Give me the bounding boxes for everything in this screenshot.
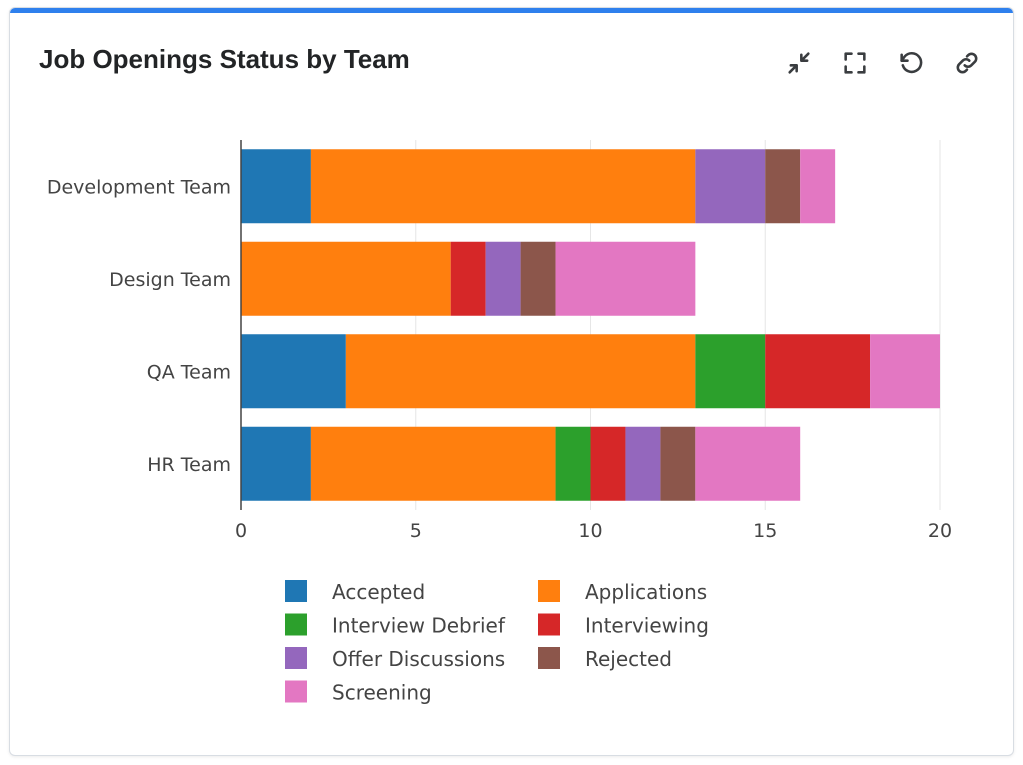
legend-label: Rejected <box>585 647 672 671</box>
bar-offer-discussions <box>695 149 766 224</box>
card-title: Job Openings Status by Team <box>39 44 410 74</box>
bar-interviewing <box>765 334 871 409</box>
bar-rejected <box>765 149 801 224</box>
card-accent-bar <box>10 8 1013 13</box>
bar-rejected <box>660 426 696 501</box>
legend-swatch <box>538 647 560 669</box>
legend-label: Interviewing <box>585 614 709 638</box>
collapse-button[interactable] <box>781 45 817 81</box>
legend-label: Offer Discussions <box>332 647 505 671</box>
card-toolbar <box>781 45 985 81</box>
x-tick-label: 10 <box>578 520 602 542</box>
collapse-arrows-icon <box>788 52 810 74</box>
bar-rejected <box>520 241 556 316</box>
legend-label: Accepted <box>332 580 425 604</box>
legend-label: Applications <box>585 580 707 604</box>
bar-offer-discussions <box>485 241 521 316</box>
bar-accepted <box>241 426 311 501</box>
x-tick-label: 20 <box>928 520 952 542</box>
legend-swatch <box>285 647 307 669</box>
legend-swatch <box>285 580 307 602</box>
fullscreen-icon <box>844 52 866 74</box>
x-tick-label: 15 <box>753 520 777 542</box>
bar-screening <box>695 426 801 501</box>
legend-swatch <box>285 680 307 703</box>
link-button[interactable] <box>949 45 985 81</box>
refresh-button[interactable] <box>893 45 929 81</box>
bar-accepted <box>241 149 311 224</box>
legend-label: Screening <box>332 681 432 705</box>
x-tick-label: 5 <box>410 520 422 542</box>
bar-applications <box>310 149 696 224</box>
bar-interviewing <box>450 241 486 316</box>
y-tick-label: Development Team <box>47 176 231 198</box>
bar-interview-debrief <box>695 334 766 409</box>
legend-swatch <box>285 613 307 636</box>
bar-interviewing <box>590 426 626 501</box>
y-tick-label: Design Team <box>109 269 231 291</box>
legend-label: Interview Debrief <box>332 614 506 638</box>
bar-applications <box>241 241 451 316</box>
bar-screening <box>800 149 836 224</box>
bar-offer-discussions <box>625 426 661 501</box>
refresh-icon <box>900 51 923 74</box>
link-icon <box>956 52 978 74</box>
bar-screening <box>555 241 696 316</box>
bar-applications <box>310 426 556 501</box>
bar-screening <box>870 334 940 409</box>
fullscreen-button[interactable] <box>837 45 873 81</box>
y-tick-label: HR Team <box>147 454 231 476</box>
bar-interview-debrief <box>555 426 591 501</box>
legend-swatch <box>538 580 560 602</box>
x-tick-label: 0 <box>235 520 247 542</box>
bar-accepted <box>241 334 346 409</box>
legend-swatch <box>538 613 560 636</box>
bar-applications <box>345 334 696 409</box>
y-tick-label: QA Team <box>147 361 231 383</box>
